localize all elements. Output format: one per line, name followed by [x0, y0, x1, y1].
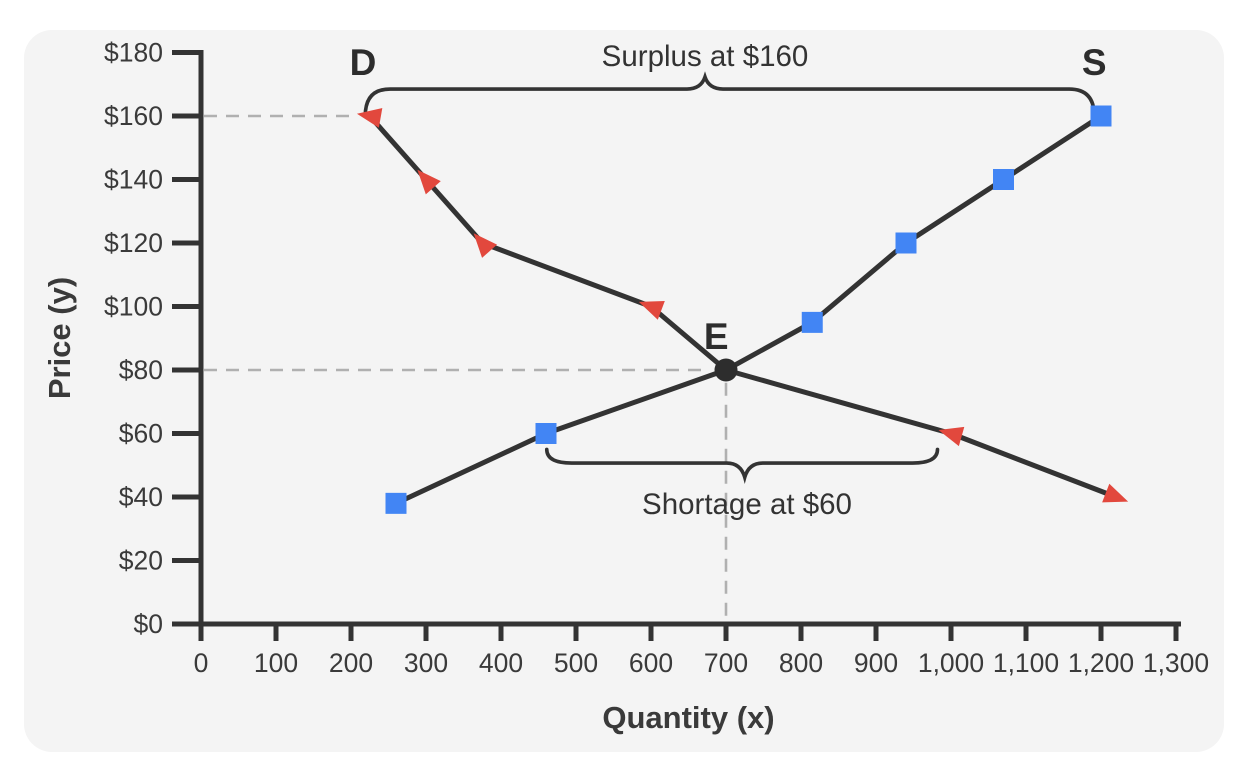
supply-point-marker [1090, 105, 1112, 127]
x-tick-label: 500 [554, 648, 598, 678]
y-tick-label: $120 [104, 228, 163, 258]
shortage-annotation: Shortage at $60 [642, 488, 852, 521]
x-tick-label: 1,300 [1143, 648, 1209, 678]
equilibrium-label: E [704, 316, 729, 357]
demand-point-marker [473, 233, 498, 258]
supply-point-marker [993, 169, 1014, 190]
shortage-brace [544, 447, 940, 484]
equilibrium-dot [714, 358, 738, 382]
supply-point-marker [895, 232, 917, 254]
demand-point-marker [638, 301, 665, 320]
chart-card [24, 30, 1224, 752]
x-tick-label: 900 [854, 648, 898, 678]
price-axis-title: Price (y) [42, 277, 77, 399]
demand-point-marker [1102, 483, 1129, 503]
x-tick-label: 700 [704, 648, 748, 678]
quantity-axis-title: Quantity (x) [602, 700, 774, 735]
demand-point-marker [417, 169, 441, 195]
x-tick-label: 0 [194, 648, 209, 678]
x-tick-label: 1,100 [993, 648, 1059, 678]
y-tick-label: $160 [104, 101, 163, 131]
x-tick-label: 100 [254, 648, 298, 678]
x-tick-label: 800 [779, 648, 823, 678]
supply-point-marker [535, 423, 557, 444]
supply-point-marker [385, 492, 407, 514]
x-tick-label: 200 [329, 648, 373, 678]
y-tick-label: $80 [119, 355, 163, 385]
x-tick-label: 600 [629, 648, 673, 678]
y-tick-label: $20 [119, 546, 163, 576]
y-tick-label: $60 [119, 419, 163, 449]
y-tick-label: $140 [104, 165, 163, 195]
curve-label-d: D [350, 42, 377, 83]
surplus-brace [363, 71, 1097, 118]
demand-point-marker [938, 426, 965, 447]
y-tick-label: $100 [104, 292, 163, 322]
demand-point-marker [356, 108, 383, 128]
y-tick-label: $180 [104, 38, 163, 68]
surplus-annotation: Surplus at $160 [602, 40, 809, 73]
x-tick-label: 1,000 [918, 648, 984, 678]
curve-label-s: S [1082, 42, 1107, 83]
x-tick-label: 300 [404, 648, 448, 678]
y-tick-label: $40 [119, 482, 163, 512]
x-tick-label: 1,200 [1068, 648, 1134, 678]
supply-point-marker [801, 311, 823, 333]
y-tick-label: $0 [134, 609, 163, 639]
x-tick-label: 400 [479, 648, 523, 678]
